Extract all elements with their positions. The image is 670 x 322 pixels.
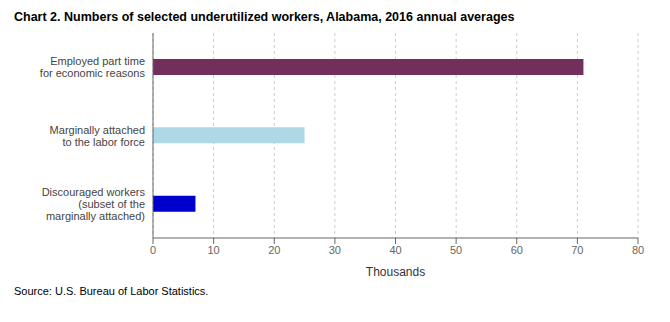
svg-text:Thousands: Thousands xyxy=(366,265,425,279)
svg-text:40: 40 xyxy=(389,244,401,256)
svg-text:Marginally attachedto the labo: Marginally attachedto the labor force xyxy=(50,124,145,148)
svg-text:Employed part timefor economic: Employed part timefor economic reasons xyxy=(40,55,146,79)
html-text:Source: U.S. Bureau of Labor S: Source: U.S. Bureau of Labor Statistics. xyxy=(14,285,209,297)
svg-text:30: 30 xyxy=(329,244,341,256)
svg-text:70: 70 xyxy=(571,244,583,256)
svg-text:80: 80 xyxy=(632,244,644,256)
svg-text:0: 0 xyxy=(150,244,156,256)
svg-text:50: 50 xyxy=(450,244,462,256)
svg-text:20: 20 xyxy=(268,244,280,256)
svg-text:60: 60 xyxy=(511,244,523,256)
html-text:Chart 2. Numbers of selected u: Chart 2. Numbers of selected underutiliz… xyxy=(14,10,515,24)
svg-text:Discouraged workers(subset of: Discouraged workers(subset of themargina… xyxy=(42,186,146,222)
svg-text:10: 10 xyxy=(208,244,220,256)
